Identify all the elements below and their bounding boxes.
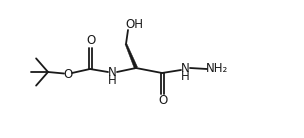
Text: O: O xyxy=(86,34,96,47)
Polygon shape xyxy=(125,44,137,69)
Text: H: H xyxy=(181,70,189,83)
Text: NH₂: NH₂ xyxy=(206,63,228,75)
Text: OH: OH xyxy=(125,18,143,31)
Text: O: O xyxy=(158,95,168,108)
Text: H: H xyxy=(108,74,116,87)
Text: O: O xyxy=(63,67,73,80)
Text: N: N xyxy=(181,62,189,75)
Text: N: N xyxy=(108,66,116,79)
